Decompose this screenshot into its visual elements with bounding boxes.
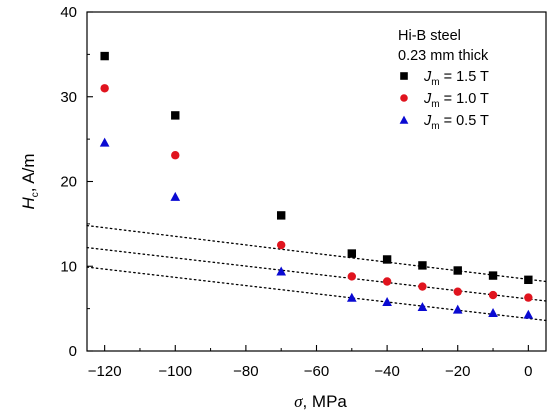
x-tick-label: −20 bbox=[445, 363, 470, 380]
y-tick-label: 40 bbox=[60, 4, 77, 21]
x-tick-label: −60 bbox=[304, 363, 329, 380]
data-point-s1-4 bbox=[347, 249, 357, 258]
fit-line-2 bbox=[86, 246, 547, 302]
data-point-s3-9 bbox=[523, 309, 534, 319]
data-point-s3-6 bbox=[417, 302, 428, 312]
data-point-s2-1 bbox=[100, 84, 109, 93]
data-point-s2-2 bbox=[171, 151, 180, 160]
x-tick-label: 0 bbox=[524, 363, 532, 380]
y-tick-label: 20 bbox=[60, 174, 77, 191]
data-point-s3-5 bbox=[382, 297, 392, 306]
data-point-s3-7 bbox=[452, 304, 463, 314]
x-tick-label: −100 bbox=[158, 363, 192, 380]
plot-area bbox=[86, 51, 547, 322]
y-axis-title: Hc, A/m bbox=[19, 153, 41, 209]
data-point-s2-7 bbox=[453, 287, 462, 296]
data-point-s3-4 bbox=[346, 292, 357, 302]
axes: −120 −100 −80 −60 −40 −20 0 0 10 20 30 40 σ, MPa Hc, … bbox=[19, 4, 547, 411]
annotation-line-2: 0.23 mm thick bbox=[398, 48, 489, 64]
data-point-s3-2 bbox=[170, 191, 181, 201]
legend-marker-3 bbox=[399, 115, 409, 124]
y-tick-label: 10 bbox=[60, 258, 77, 275]
legend-marker-2 bbox=[400, 94, 408, 102]
data-point-s1-3 bbox=[276, 211, 286, 220]
x-tick-label: −80 bbox=[233, 363, 258, 380]
data-point-s1-6 bbox=[418, 261, 427, 270]
data-point-s1-9 bbox=[524, 275, 533, 285]
data-point-s1-8 bbox=[488, 271, 498, 280]
data-point-s1-2 bbox=[171, 111, 180, 120]
data-point-s2-6 bbox=[418, 282, 427, 291]
x-tick-label: −120 bbox=[88, 363, 122, 380]
x-tick-label: −40 bbox=[374, 363, 399, 380]
fit-line-1 bbox=[86, 224, 547, 283]
y-tick-label: 0 bbox=[69, 343, 77, 360]
x-axis-title: σ, MPa bbox=[294, 392, 347, 411]
legend: Hi-B steel 0.23 mm thick Jm = 1.5 T Jm = 1.… bbox=[398, 28, 489, 132]
data-point-s2-8 bbox=[488, 290, 498, 300]
annotation-line-1: Hi-B steel bbox=[398, 28, 461, 44]
data-point-s3-3 bbox=[276, 266, 287, 276]
legend-label-2: Jm = 1.0 T bbox=[423, 91, 489, 110]
legend-label-3: Jm = 0.5 T bbox=[423, 113, 489, 132]
data-point-s1-1 bbox=[100, 51, 109, 61]
data-point-s3-1 bbox=[99, 137, 110, 147]
data-point-s1-5 bbox=[382, 255, 392, 264]
data-point-s2-4 bbox=[347, 272, 357, 281]
y-tick-label: 30 bbox=[60, 89, 77, 106]
legend-marker-1 bbox=[400, 72, 408, 80]
data-point-s2-3 bbox=[276, 240, 286, 250]
data-point-s2-5 bbox=[382, 277, 392, 286]
data-point-s1-7 bbox=[453, 266, 462, 275]
data-point-s3-8 bbox=[488, 308, 498, 317]
fit-line-3 bbox=[86, 266, 547, 322]
legend-label-1: Jm = 1.5 T bbox=[423, 69, 489, 88]
data-point-s2-9 bbox=[524, 293, 533, 302]
